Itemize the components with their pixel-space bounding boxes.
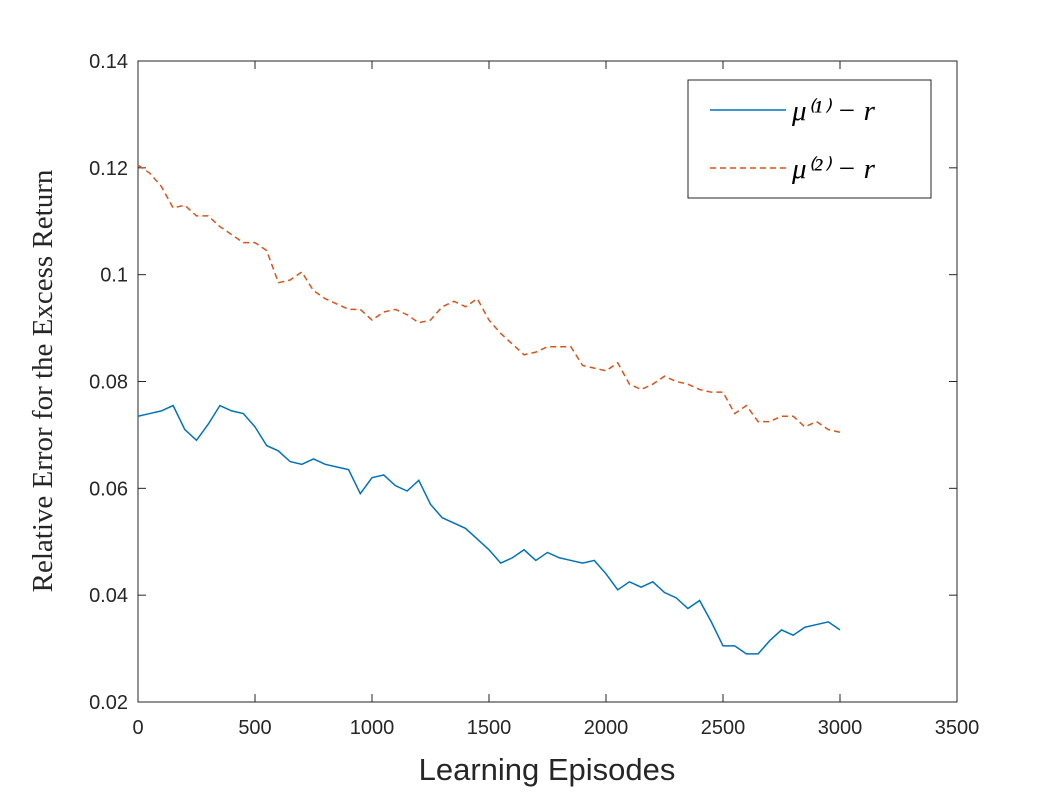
x-tick-label: 2000 bbox=[584, 717, 629, 739]
legend-label: μ⁽²⁾ − r bbox=[791, 153, 876, 185]
x-tick-label: 1000 bbox=[350, 717, 395, 739]
legend-box bbox=[687, 79, 932, 199]
y-tick-label: 0.14 bbox=[89, 51, 128, 73]
legend-label: μ⁽¹⁾ − r bbox=[791, 95, 876, 127]
y-axis-label: Relative Error for the Excess Return bbox=[27, 169, 59, 592]
x-tick-label: 500 bbox=[238, 717, 271, 739]
y-tick-label: 0.04 bbox=[89, 585, 128, 607]
y-tick-label: 0.08 bbox=[89, 372, 128, 394]
x-axis-label: Learning Episodes bbox=[419, 752, 676, 787]
x-tick-label: 0 bbox=[132, 717, 143, 739]
y-tick-label: 0.02 bbox=[89, 692, 128, 714]
data-line bbox=[137, 164, 841, 433]
x-tick-label: 1500 bbox=[467, 717, 512, 739]
x-tick-label: 2500 bbox=[701, 717, 746, 739]
x-tick-label: 3000 bbox=[818, 717, 863, 739]
y-tick-label: 0.1 bbox=[100, 265, 128, 287]
data-line bbox=[137, 404, 841, 655]
y-tick-label: 0.06 bbox=[89, 478, 128, 500]
x-tick-label: 3500 bbox=[935, 717, 980, 739]
y-tick-label: 0.12 bbox=[89, 158, 128, 180]
